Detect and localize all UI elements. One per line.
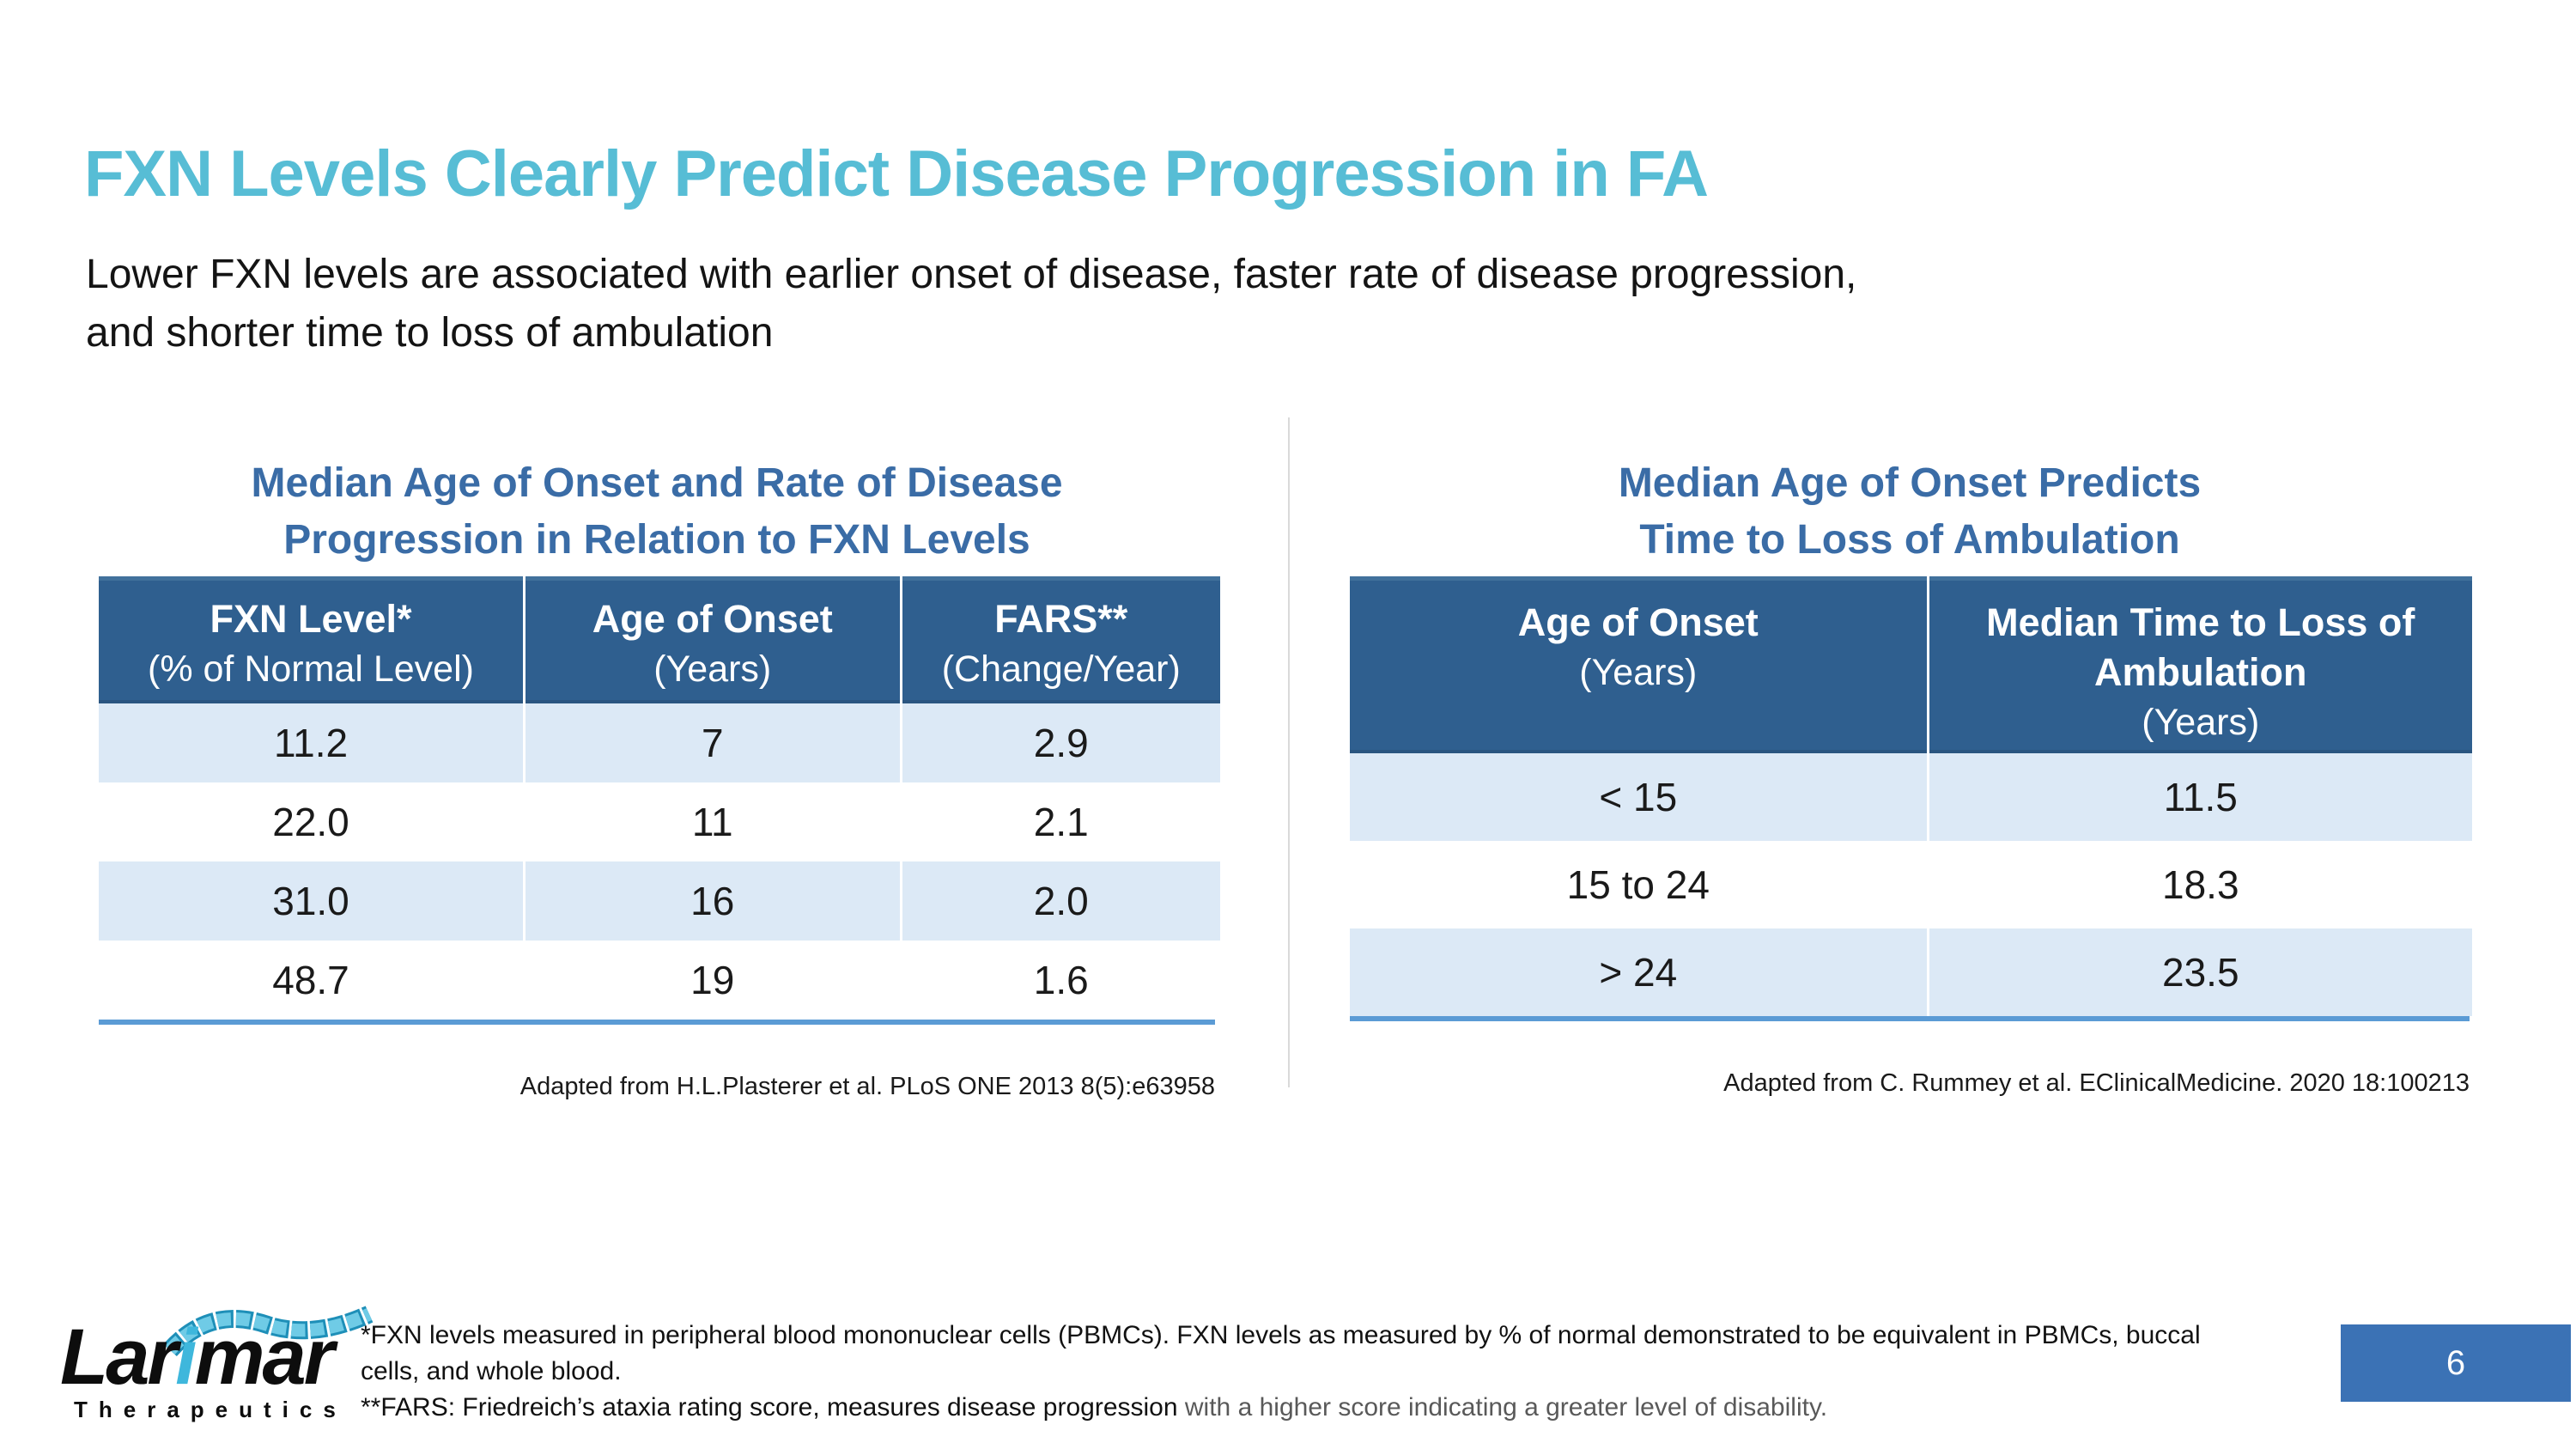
fxn-progression-table: FXN Level* (% of Normal Level) Age of On…: [99, 576, 1220, 1025]
header-cell-age-of-onset: Age of Onset (Years): [526, 576, 900, 703]
ambulation-table: Age of Onset (Years) Median Time to Loss…: [1350, 576, 2472, 1021]
header-subtitle: (Years): [653, 648, 772, 690]
table-row: 11.2 7 2.9: [99, 703, 1220, 782]
cell-age-of-onset: 19: [526, 941, 900, 1020]
cell-median-time: 23.5: [1929, 928, 2472, 1016]
slide-subtitle: Lower FXN levels are associated with ear…: [86, 252, 1857, 356]
page-number-badge: 6: [2341, 1324, 2571, 1402]
right-source-citation: Adapted from C. Rummey et al. EClinicalM…: [1723, 1069, 2470, 1097]
table-header-row: Age of Onset (Years) Median Time to Loss…: [1350, 576, 2472, 753]
cell-fars: 2.0: [902, 861, 1220, 941]
footnotes: *FXN levels measured in peripheral blood…: [361, 1318, 2318, 1426]
header-title: Median Time to Loss of Ambulation: [1986, 600, 2415, 694]
header-title: Age of Onset: [592, 597, 833, 641]
header-subtitle: (% of Normal Level): [148, 648, 474, 690]
right-panel-heading: Median Age of Onset Predicts Time to Los…: [1618, 460, 2202, 563]
page-title: FXN Levels Clearly Predict Disease Progr…: [84, 137, 1709, 210]
header-title: Age of Onset: [1517, 600, 1759, 644]
cell-age-of-onset: 11: [526, 782, 900, 861]
cell-age-of-onset: 7: [526, 703, 900, 782]
left-source-citation: Adapted from H.L.Plasterer et al. PLoS O…: [519, 1073, 1215, 1100]
left-panel-heading: Median Age of Onset and Rate of Disease …: [251, 460, 1063, 563]
footnote-fxn: *FXN levels measured in peripheral blood…: [361, 1321, 2201, 1385]
larimar-logo: Larimar Therapeutics: [60, 1306, 374, 1429]
cell-fxn-level: 11.2: [99, 703, 523, 782]
cell-fars: 1.6: [902, 941, 1220, 1020]
logo-i-accent: i: [175, 1313, 197, 1401]
cell-median-time: 18.3: [1929, 841, 2472, 928]
logo-text: mar: [194, 1313, 335, 1401]
footnote-fars-text: **FARS: Friedreich’s ataxia rating score…: [361, 1393, 1185, 1422]
footnote-fars-gray-text: with a higher score indicating a greater…: [1184, 1393, 1828, 1422]
cell-age-range: 15 to 24: [1350, 841, 1927, 928]
header-title: FARS**: [994, 597, 1128, 641]
header-subtitle: (Years): [2142, 702, 2260, 743]
header-title: FXN Level*: [210, 597, 412, 641]
footnote-fars: **FARS: Friedreich’s ataxia rating score…: [361, 1390, 2318, 1426]
logo-wordmark: Larimar: [60, 1318, 335, 1397]
cell-fxn-level: 48.7: [99, 941, 523, 1020]
header-cell-fxn-level: FXN Level* (% of Normal Level): [99, 576, 523, 703]
header-cell-fars: FARS** (Change/Year): [902, 576, 1220, 703]
table-bottom-rule: [99, 1020, 1215, 1025]
cell-age-range: > 24: [1350, 928, 1927, 1016]
table-bottom-rule: [1350, 1016, 2470, 1021]
dna-helix-icon: [163, 1306, 374, 1357]
table-row: < 15 11.5: [1350, 753, 2472, 841]
table-row: 22.0 11 2.1: [99, 782, 1220, 861]
logo-text: Lar: [60, 1313, 178, 1401]
logo-subbrand: Therapeutics: [74, 1397, 347, 1422]
cell-fars: 2.9: [902, 703, 1220, 782]
table-row: > 24 23.5: [1350, 928, 2472, 1016]
table-row: 31.0 16 2.0: [99, 861, 1220, 941]
table-row: 15 to 24 18.3: [1350, 841, 2472, 928]
cell-age-range: < 15: [1350, 753, 1927, 841]
table-row: 48.7 19 1.6: [99, 941, 1220, 1020]
cell-fxn-level: 22.0: [99, 782, 523, 861]
header-subtitle: (Years): [1579, 652, 1698, 693]
cell-fxn-level: 31.0: [99, 861, 523, 941]
header-cell-age-of-onset: Age of Onset (Years): [1350, 576, 1927, 753]
header-cell-median-time: Median Time to Loss of Ambulation (Years…: [1929, 576, 2472, 753]
page-number: 6: [2445, 1344, 2466, 1382]
cell-median-time: 11.5: [1929, 753, 2472, 841]
cell-fars: 2.1: [902, 782, 1220, 861]
header-subtitle: (Change/Year): [941, 648, 1181, 690]
cell-age-of-onset: 16: [526, 861, 900, 941]
table-header-row: FXN Level* (% of Normal Level) Age of On…: [99, 576, 1220, 703]
panel-divider: [1288, 417, 1290, 1087]
